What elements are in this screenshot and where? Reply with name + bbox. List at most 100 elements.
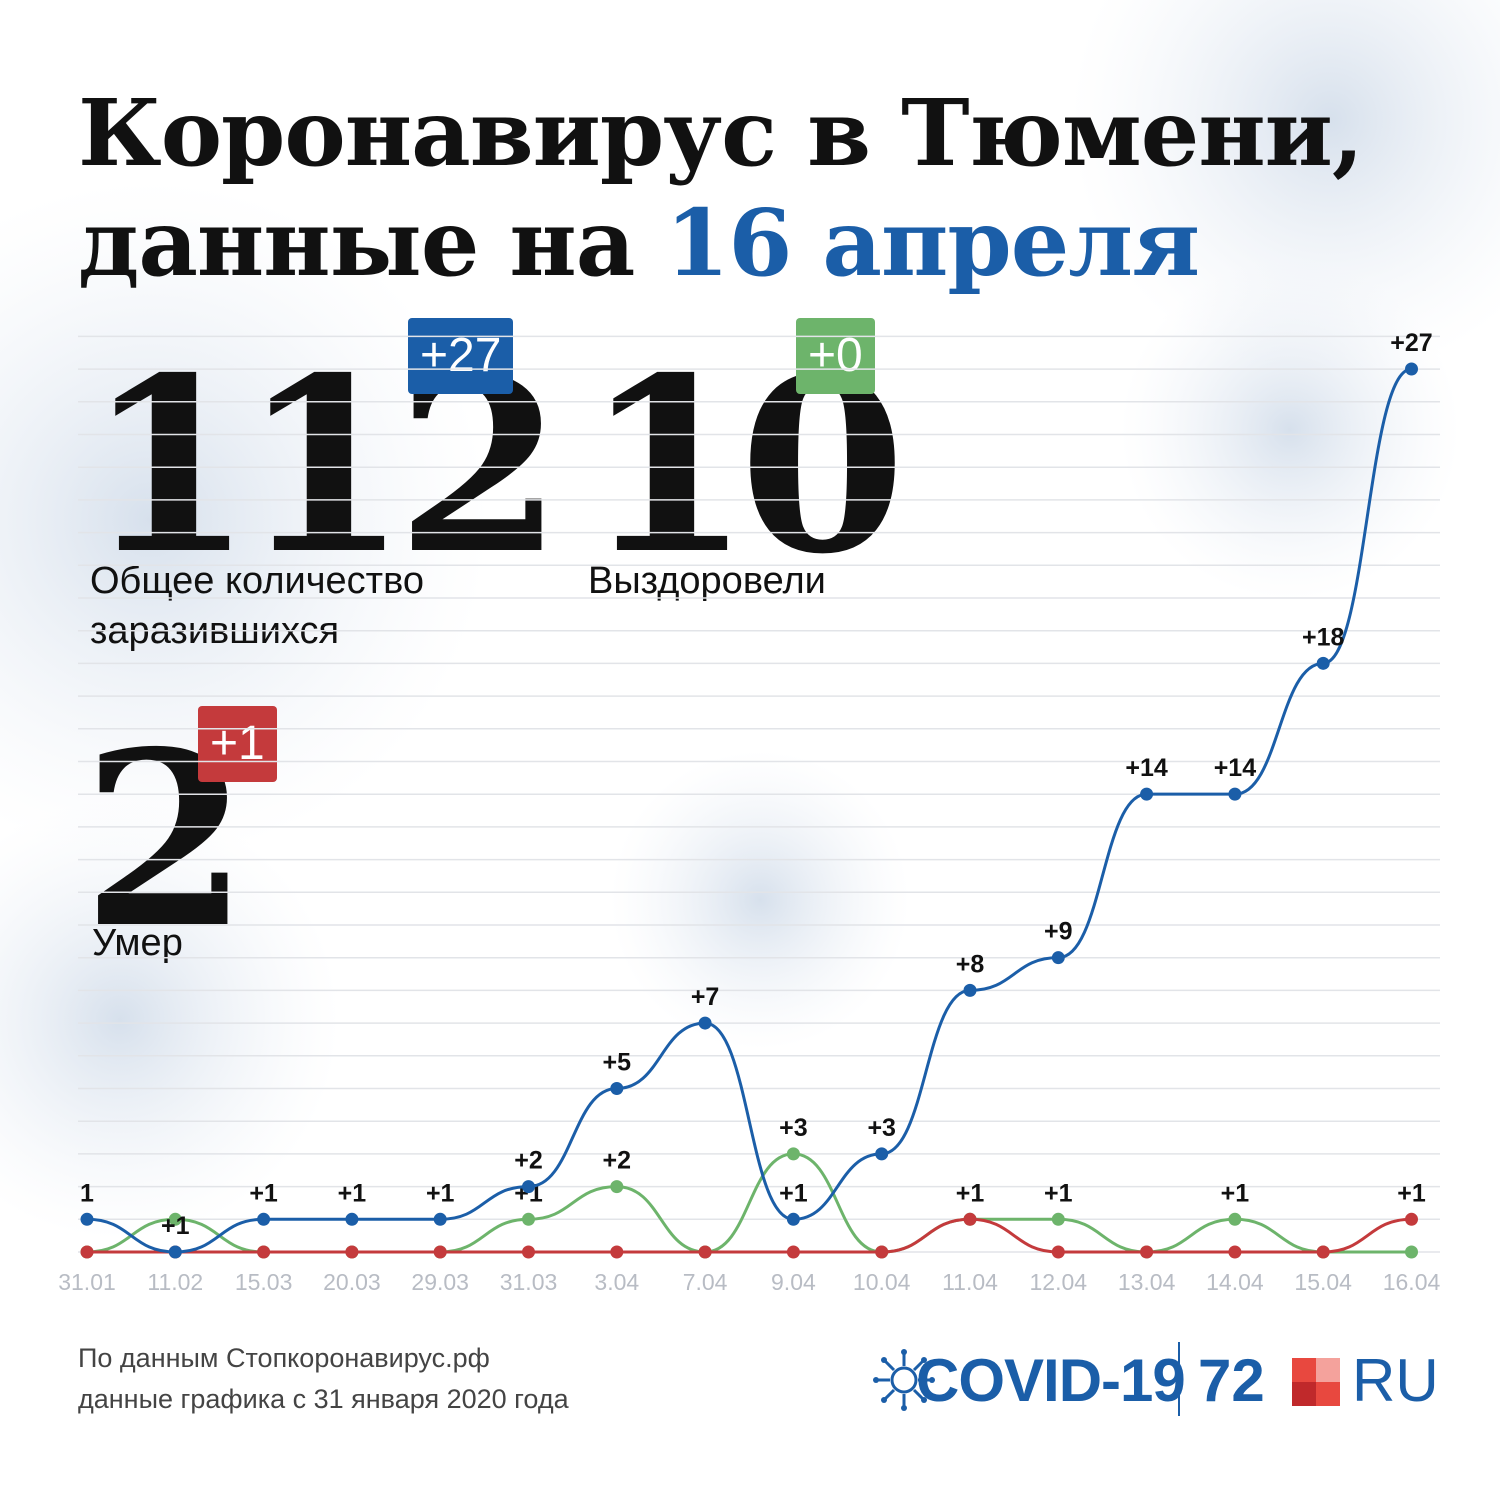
virus-icon [873,1349,935,1411]
data-point [698,1245,712,1259]
x-tick-label: 10.04 [853,1269,911,1295]
data-label: +14 [1125,754,1168,782]
data-point [345,1245,359,1259]
data-label: +1 [426,1179,455,1207]
x-tick-label: 31.03 [500,1269,558,1295]
title-date: 16 апреля [665,189,1200,297]
data-point [698,1016,712,1030]
data-point [1405,1245,1418,1259]
x-tick-label: 16.04 [1383,1269,1441,1295]
logo-ru-text: RU [1352,1347,1439,1414]
data-point [1316,1245,1330,1259]
data-point [345,1212,359,1226]
data-point [522,1212,535,1226]
data-point [1228,1245,1242,1259]
logo-separator [1178,1342,1180,1416]
data-label: +9 [1044,918,1073,946]
data-point [1405,362,1418,376]
data-label: +2 [514,1147,543,1175]
x-tick-label: 31.01 [58,1269,116,1295]
data-label: +5 [603,1048,632,1076]
data-point [963,1212,977,1226]
data-label: +2 [603,1147,632,1175]
data-label: +3 [867,1114,896,1142]
data-label: +1 [1397,1179,1426,1207]
title-line-1: Коронавирус в Тюмени, [78,79,1364,187]
logo-covid-text: COVID-19 [916,1347,1186,1414]
data-label: +3 [779,1114,808,1142]
data-point [257,1245,271,1259]
data-label: +27 [1390,329,1432,357]
x-tick-label: 15.04 [1294,1269,1352,1295]
title-line-2: данные на [78,189,666,297]
data-point [786,1147,800,1161]
data-label: +14 [1214,754,1257,782]
data-label: +1 [249,1179,278,1207]
brand-logo: COVID-19 72 RU [872,1336,1462,1426]
x-tick-label: 12.04 [1030,1269,1088,1295]
x-tick-label: 7.04 [683,1269,728,1295]
data-label: +7 [691,983,720,1011]
x-tick-label: 13.04 [1118,1269,1176,1295]
data-point [786,1245,800,1259]
data-point [168,1245,182,1259]
data-point [80,1212,94,1226]
data-point [786,1212,800,1226]
total-cases-label-line-1: Общее количество [90,560,424,602]
recovered-delta-badge: +0 [796,318,875,394]
data-point [433,1212,447,1226]
page-title: Коронавирус в Тюмени, данные на 16 апрел… [78,78,1364,298]
data-label: +8 [956,950,985,978]
x-tick-label: 3.04 [594,1269,639,1295]
x-tick-label: 29.03 [411,1269,469,1295]
x-tick-label: 20.03 [323,1269,381,1295]
data-label: +1 [161,1212,190,1240]
x-tick-label: 14.04 [1206,1269,1264,1295]
data-label: +1 [1044,1179,1073,1207]
data-point [1051,1212,1065,1226]
logo-72-text: 72 [1198,1347,1265,1414]
series-line-2 [87,1217,1412,1254]
data-label: +18 [1302,623,1345,651]
data-point [522,1245,535,1259]
total-cases-delta-badge: +27 [408,318,514,394]
series-line-0 [86,367,1412,1254]
series-line-1 [86,1152,1412,1254]
source-line-2: данные графика с 31 января 2020 года [78,1384,569,1414]
data-label: +1 [1221,1179,1250,1207]
data-point [80,1245,94,1259]
data-point [875,1147,889,1161]
data-point [1228,1212,1242,1226]
data-point [1051,951,1065,965]
recovered-label: Выздоровели [588,560,826,602]
x-tick-label: 11.02 [147,1269,203,1295]
x-tick-label: 11.04 [942,1269,998,1295]
data-point [1316,656,1330,670]
source-note: По данным Стопкоронавирус.рф данные граф… [78,1338,569,1420]
data-point [1228,787,1242,801]
data-label: +1 [338,1179,367,1207]
data-label: +1 [956,1179,985,1207]
logo-squares-icon [1292,1358,1340,1406]
data-point [610,1180,624,1194]
data-point [610,1245,624,1259]
data-point [1140,787,1154,801]
data-label: +1 [779,1179,808,1207]
data-point [522,1180,535,1194]
data-point [433,1245,447,1259]
data-point [963,983,977,997]
source-line-1: По данным Стопкоронавирус.рф [78,1343,490,1373]
data-point [875,1245,889,1259]
data-point [1405,1212,1418,1226]
total-cases-label: Общее количество заразившихся [90,556,424,656]
x-tick-label: 15.03 [235,1269,293,1295]
data-point [257,1212,271,1226]
data-point [610,1081,624,1095]
data-label: 1 [80,1179,94,1207]
data-point [1051,1245,1065,1259]
data-point [168,1212,182,1226]
x-tick-label: 9.04 [771,1269,816,1295]
data-point [1140,1245,1154,1259]
